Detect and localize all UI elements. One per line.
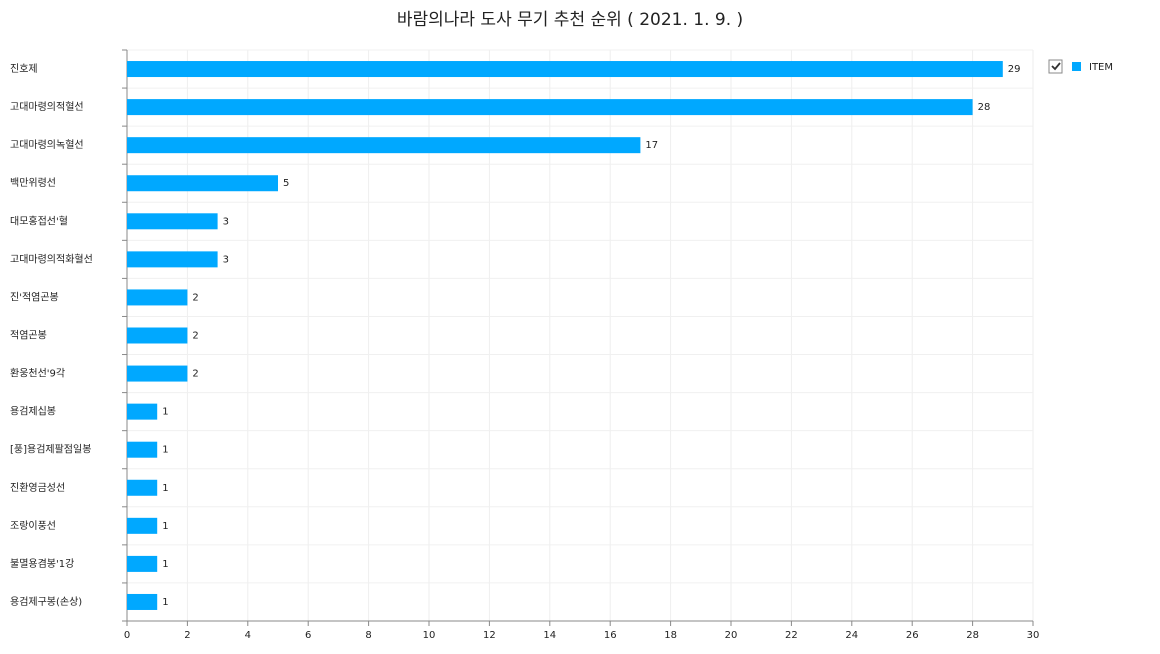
data-label: 1 [162,521,168,532]
x-tick-label: 30 [1027,630,1040,641]
bar [127,61,1003,78]
bar [127,289,188,306]
y-tick-label: 진호제 [10,63,38,75]
legend-check [1051,62,1061,71]
data-label: 28 [978,102,991,113]
y-tick-label: 환웅천선'9각 [10,368,65,380]
bar [127,555,158,572]
x-tick-label: 16 [604,630,617,641]
y-tick-label: [풍]용검제팔점일봉 [10,444,91,456]
x-tick-label: 22 [785,630,798,641]
x-tick-label: 4 [245,630,251,641]
bar [127,137,641,154]
y-tick-label: 진'적염곤봉 [10,291,59,303]
y-tick-label: 고대마령의녹혈선 [10,138,84,151]
y-tick-label: 용검제십봉 [10,406,56,418]
y-tick-label: 적염곤봉 [10,330,47,342]
x-tick-label: 14 [543,630,556,641]
y-tick-label: 진환영금성선 [10,482,65,494]
data-label: 29 [1008,64,1021,75]
x-tick-label: 26 [906,630,919,641]
data-label: 2 [192,331,198,342]
x-tick-label: 18 [664,630,677,641]
bar [127,175,278,192]
bar [127,365,188,382]
bar [127,403,158,420]
x-tick-label: 8 [365,630,371,641]
y-tick-label: 백만위령선 [10,176,56,189]
data-label: 1 [162,559,168,570]
bar [127,327,188,344]
x-tick-label: 10 [423,630,436,641]
data-label: 17 [645,140,658,151]
data-label: 5 [283,178,289,189]
legend-checkbox[interactable] [1048,59,1063,74]
x-tick-label: 20 [725,630,738,641]
y-tick-label: 고대마령의적혈선 [10,100,84,113]
data-label: 1 [162,597,168,608]
bar [127,99,973,116]
y-tick-label: 불멸용겸봉'1강 [10,558,74,570]
bar [127,479,158,496]
data-label: 1 [162,407,168,418]
data-label: 1 [162,483,168,494]
x-tick-label: 2 [184,630,190,641]
y-tick-label: 용검제구봉(손상) [10,596,82,608]
x-tick-label: 6 [305,630,311,641]
x-tick-label: 12 [483,630,496,641]
data-label: 3 [223,254,229,265]
x-tick-label: 24 [845,630,858,641]
x-tick-label: 0 [124,630,130,641]
bar [127,517,158,534]
data-label: 1 [162,445,168,456]
y-tick-label: 고대마령의적화혈선 [10,252,93,265]
bar [127,213,218,230]
data-label: 3 [223,216,229,227]
data-label: 2 [192,369,198,380]
y-tick-label: 대모홍접선'혈 [10,214,68,227]
legend-label: ITEM [1089,62,1113,73]
bar [127,441,158,458]
data-label: 2 [192,292,198,303]
chart-title: 바람의나라 도사 무기 추천 순위 ( 2021. 1. 9. ) [397,10,743,30]
bar [127,251,218,268]
x-tick-label: 28 [966,630,979,641]
legend-swatch [1072,62,1081,71]
bar [127,593,158,610]
y-tick-label: 조랑이풍선 [10,520,56,532]
